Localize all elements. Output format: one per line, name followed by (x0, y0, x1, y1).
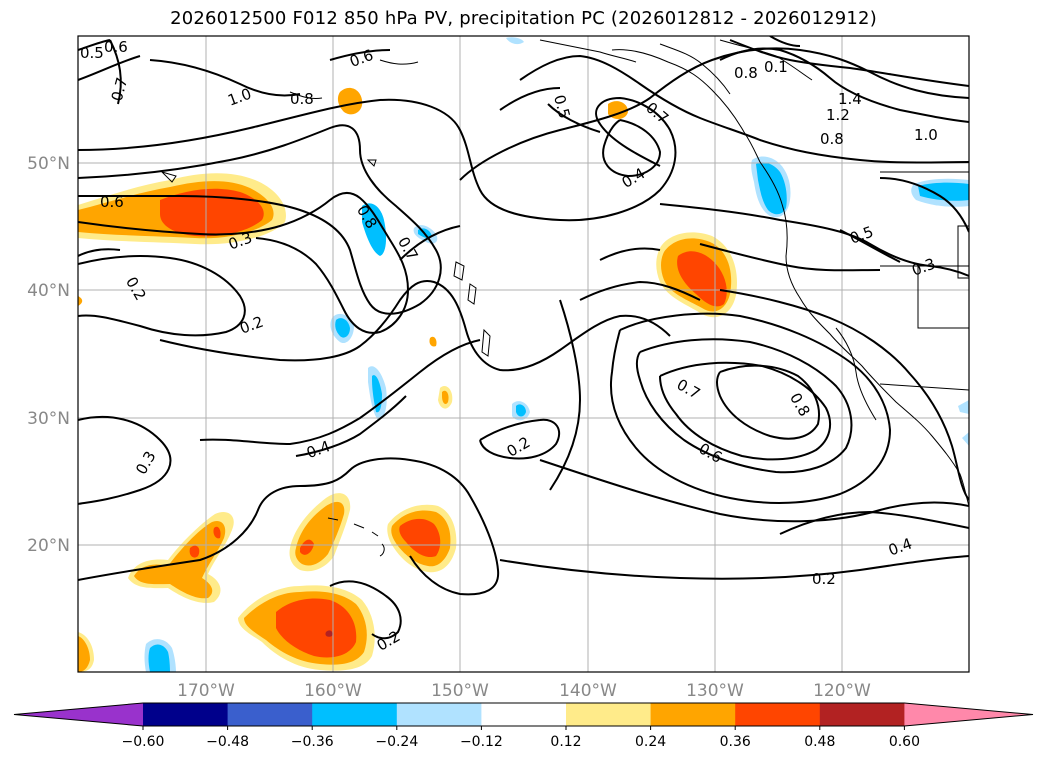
svg-text:0.2: 0.2 (812, 570, 836, 588)
page-title: 2026012500 F012 850 hPa PV, precipitatio… (170, 8, 877, 29)
colorbar-tick-label: 0.48 (804, 734, 835, 750)
colorbar-tick-label: 0.12 (550, 734, 581, 750)
colorbar-tick-label: 0.60 (889, 734, 920, 750)
svg-text:0.1: 0.1 (764, 58, 788, 76)
colorbar-extend-high (904, 703, 1033, 726)
colorbar-segment (143, 703, 229, 726)
lon-label-120w: 120°W (813, 681, 871, 701)
svg-text:1.4: 1.4 (838, 90, 862, 108)
colorbar-segment (819, 703, 905, 726)
colorbar-tick-label: −0.24 (375, 734, 418, 750)
gridlines (78, 36, 969, 672)
colorbar-tick-label: −0.36 (291, 734, 334, 750)
colorbar-segment (566, 703, 652, 726)
colorbar-tick-label: 0.24 (635, 734, 666, 750)
map-frame (77, 35, 970, 673)
colorbar-segment (735, 703, 821, 726)
pv-contours (78, 36, 969, 640)
colorbar-extend-low (14, 703, 143, 726)
lon-label-130w: 130°W (686, 681, 744, 701)
colorbar-tick-label: 0.36 (720, 734, 751, 750)
svg-text:0.7: 0.7 (108, 75, 132, 103)
svg-text:0.5: 0.5 (80, 44, 104, 62)
coastlines (160, 39, 969, 557)
svg-text:0.8: 0.8 (734, 64, 758, 82)
lon-label-170w: 170°W (177, 681, 235, 701)
lon-label-140w: 140°W (559, 681, 617, 701)
svg-text:1.2: 1.2 (826, 106, 850, 124)
colorbar-tick-label: −0.48 (206, 734, 249, 750)
colorbar-segment (396, 703, 482, 726)
colorbar-tick-label: −0.12 (460, 734, 503, 750)
colorbar-segment (227, 703, 313, 726)
lat-label-20n: 20°N (27, 536, 70, 556)
lon-label-160w: 160°W (304, 681, 362, 701)
colorbar-segment (481, 703, 567, 726)
lon-axis-labels: 170°W 160°W 150°W 140°W 130°W 120°W (177, 681, 871, 701)
svg-text:0.8: 0.8 (820, 130, 844, 148)
lon-label-150w: 150°W (431, 681, 489, 701)
colorbar-tick-label: −0.60 (122, 734, 165, 750)
lat-axis-labels: 50°N 40°N 30°N 20°N (27, 154, 70, 556)
svg-text:0.6: 0.6 (104, 38, 128, 56)
svg-text:0.5: 0.5 (550, 93, 574, 121)
svg-text:0.6: 0.6 (100, 193, 124, 211)
colorbar: −0.60 −0.48 −0.36 −0.24 −0.12 0.12 0.24 0.36 0.4… (13, 702, 1034, 750)
lat-label-40n: 40°N (27, 281, 70, 301)
svg-text:1.0: 1.0 (914, 126, 938, 144)
colorbar-segment (312, 703, 398, 726)
svg-text:0.8: 0.8 (290, 90, 314, 108)
precip-shading (78, 37, 969, 672)
colorbar-segment (650, 703, 736, 726)
lat-label-50n: 50°N (27, 154, 70, 174)
lat-label-30n: 30°N (27, 409, 70, 429)
